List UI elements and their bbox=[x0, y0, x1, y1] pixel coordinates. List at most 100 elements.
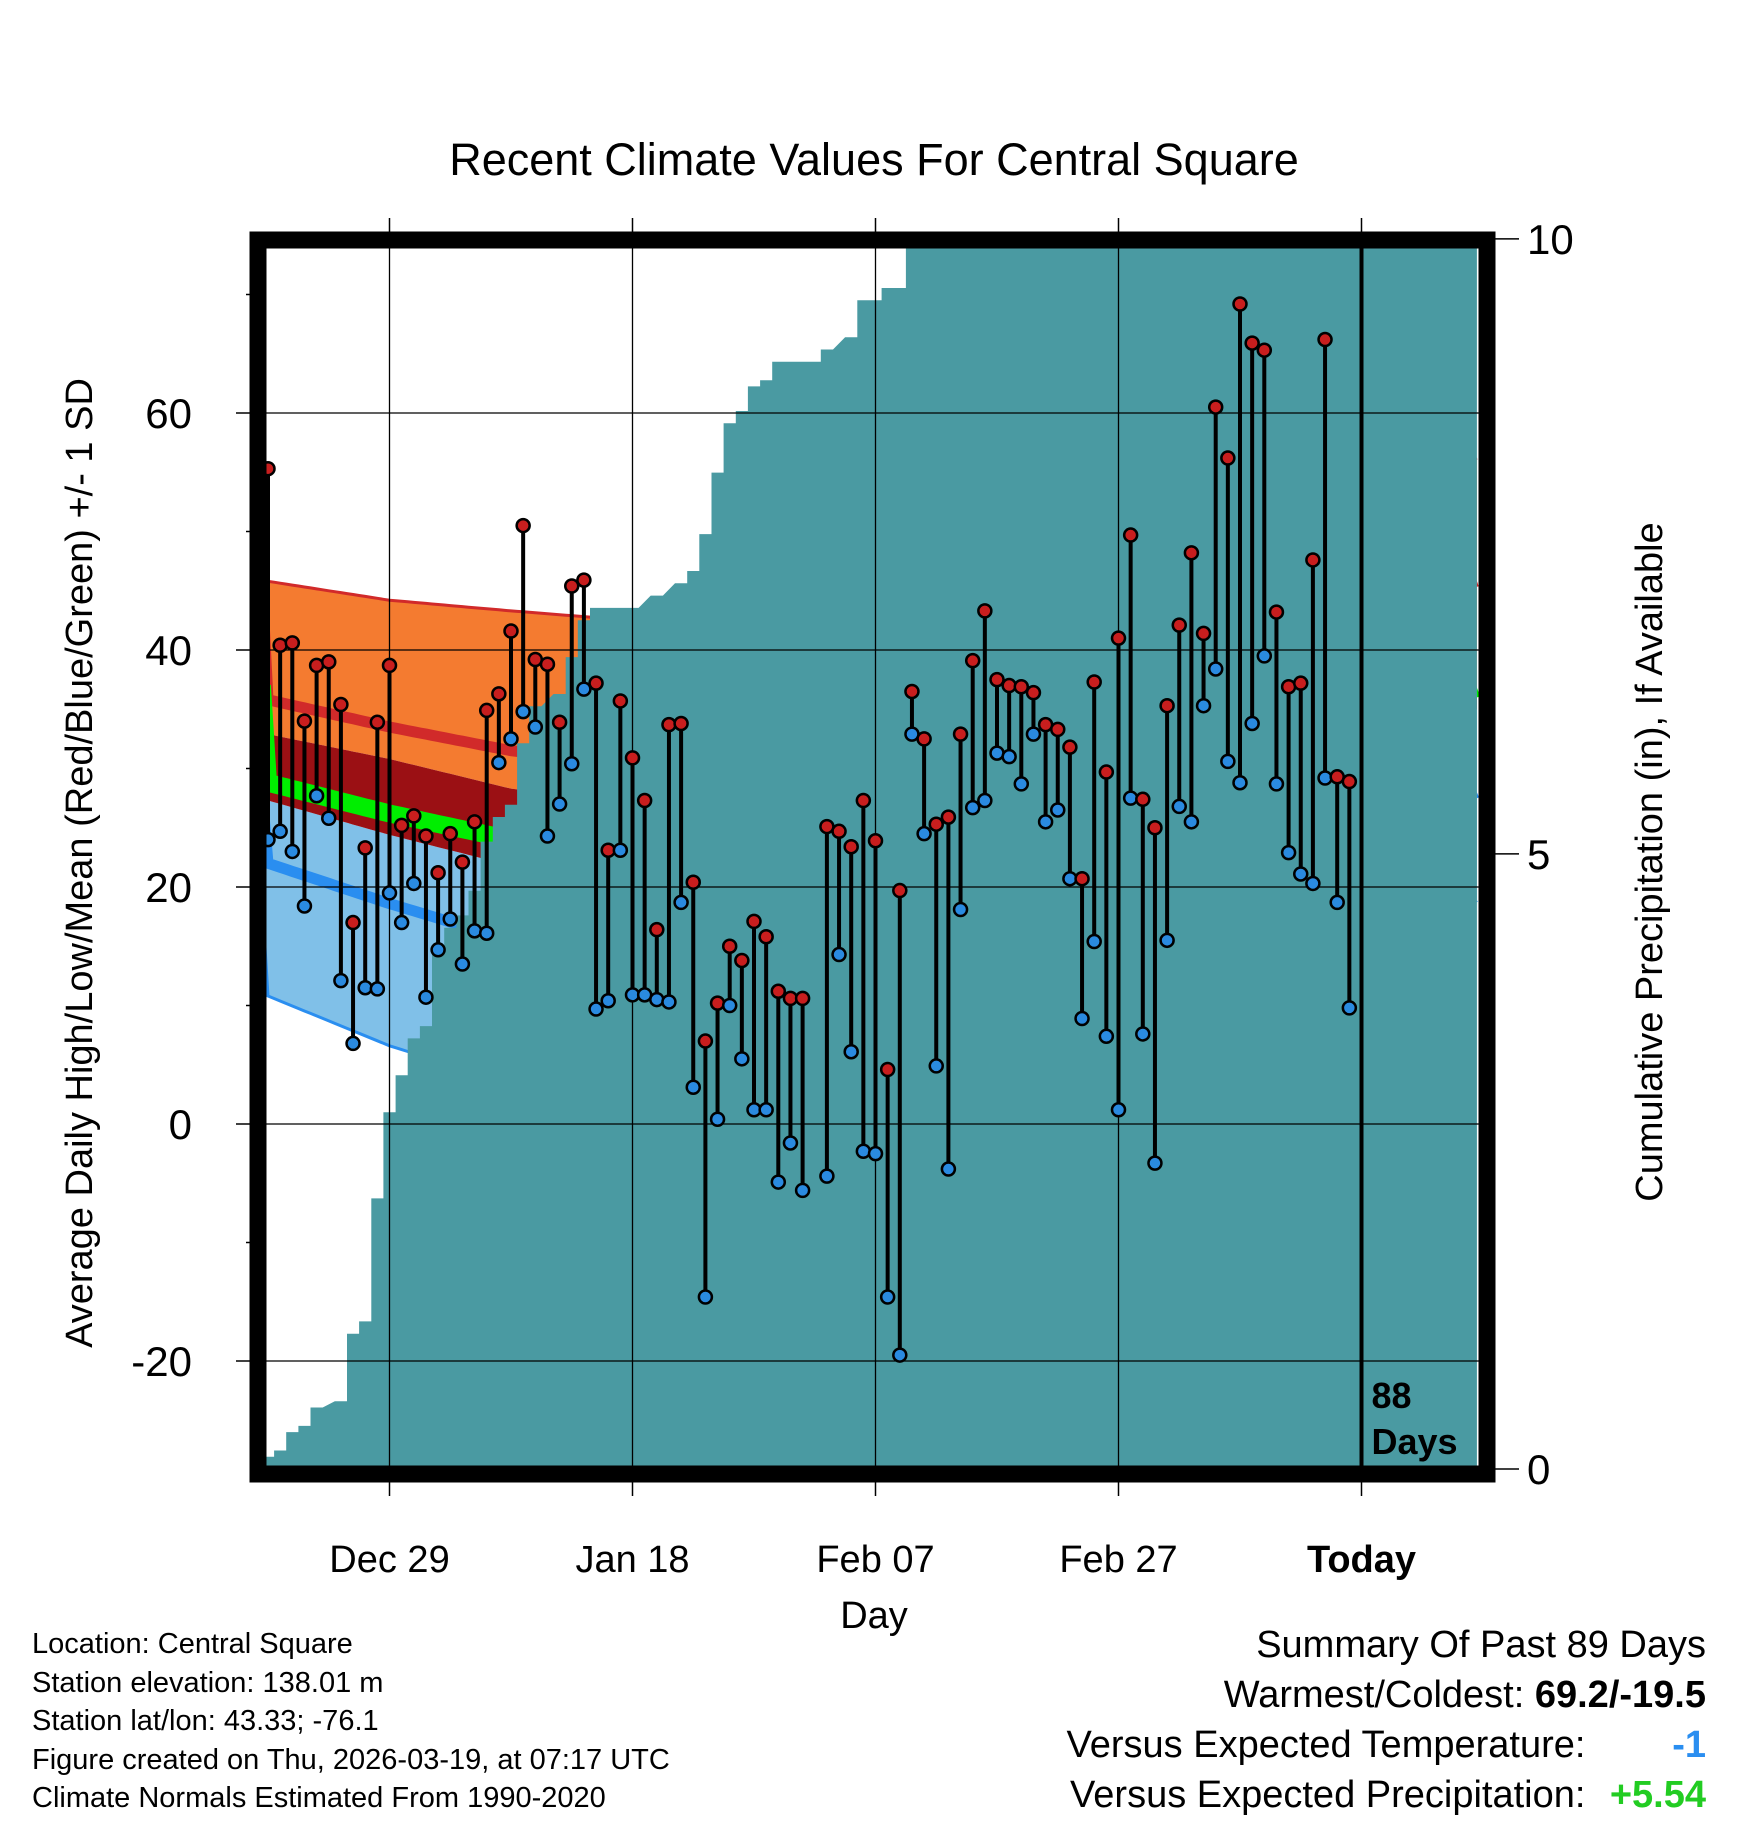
daily-low-point bbox=[843, 1043, 859, 1060]
daily-high-point bbox=[1050, 721, 1066, 738]
daily-low-point bbox=[879, 1289, 896, 1305]
x-tick-label: Today bbox=[1307, 1539, 1416, 1581]
daily-high-point bbox=[466, 814, 483, 830]
daily-low-point bbox=[721, 997, 738, 1014]
daily-high-point bbox=[904, 683, 920, 700]
y-left-tick-label: 40 bbox=[145, 627, 192, 674]
precip-value: +5.54 bbox=[1609, 1774, 1706, 1816]
daily-low-point bbox=[673, 894, 689, 911]
daily-high-point bbox=[1256, 342, 1273, 358]
plot-frame bbox=[249, 231, 1496, 1483]
daily-low-point bbox=[491, 754, 507, 771]
daily-low-point bbox=[576, 681, 592, 697]
daily-low-point bbox=[855, 1143, 872, 1160]
daily-low-point bbox=[1195, 697, 1212, 714]
daily-low-point bbox=[1305, 875, 1321, 892]
daily-low-point bbox=[1232, 774, 1248, 791]
daily-high-point bbox=[940, 809, 957, 825]
daily-low-point bbox=[1098, 1028, 1115, 1045]
daily-high-point bbox=[284, 635, 301, 651]
daily-low-point bbox=[1013, 776, 1030, 792]
daily-low-point bbox=[321, 810, 337, 827]
daily-high-point bbox=[624, 750, 641, 766]
daily-low-point bbox=[527, 719, 544, 735]
y-left-tick-label: 0 bbox=[169, 1101, 192, 1148]
daily-high-point bbox=[1341, 773, 1358, 790]
normals-period: Climate Normals Estimated From 1990-2020 bbox=[32, 1782, 606, 1814]
daily-low-point bbox=[1244, 715, 1260, 732]
y-axis-left-label: Average Daily High/Low/Mean (Red/Blue/Gr… bbox=[59, 378, 101, 1348]
daily-low-point bbox=[685, 1079, 701, 1096]
daily-high-point bbox=[1305, 552, 1321, 568]
station-info: Location: Central Square Station elevati… bbox=[32, 1625, 670, 1818]
daily-high-point bbox=[770, 983, 787, 1000]
daily-high-point bbox=[855, 792, 872, 809]
daily-low-point bbox=[333, 972, 349, 989]
daily-high-point bbox=[564, 578, 580, 594]
figure-created: Figure created on Thu, 2026-03-19, at 07… bbox=[32, 1743, 670, 1776]
daily-low-point bbox=[430, 942, 446, 958]
daily-high-point bbox=[636, 792, 653, 809]
daily-high-point bbox=[1074, 870, 1090, 887]
x-tick-label: Dec 29 bbox=[329, 1539, 449, 1581]
daily-low-point bbox=[1280, 844, 1297, 861]
daily-high-point bbox=[1025, 684, 1042, 701]
daily-high-point bbox=[381, 657, 398, 674]
daily-low-point bbox=[1268, 776, 1285, 792]
daily-high-point bbox=[916, 731, 932, 747]
daily-high-point bbox=[1207, 399, 1224, 415]
daily-high-point bbox=[1268, 604, 1285, 620]
daily-high-point bbox=[977, 603, 993, 619]
y-right-tick-label: 10 bbox=[1527, 216, 1574, 263]
daily-low-point bbox=[770, 1174, 787, 1190]
x-tick-label: Feb 07 bbox=[816, 1539, 934, 1581]
daily-high-point bbox=[746, 913, 762, 930]
daily-low-point bbox=[406, 875, 422, 892]
daily-low-point bbox=[1293, 866, 1309, 882]
daily-high-point bbox=[1244, 335, 1260, 351]
daily-high-point bbox=[1293, 675, 1309, 691]
daily-low-point bbox=[952, 901, 969, 918]
daily-high-point bbox=[831, 823, 847, 840]
daily-low-point bbox=[381, 885, 398, 901]
daily-high-point bbox=[369, 714, 386, 731]
station-latlon: Station lat/lon: 43.33; -76.1 bbox=[32, 1705, 379, 1737]
daily-high-point bbox=[1135, 791, 1151, 808]
daily-low-point bbox=[649, 991, 665, 1008]
daily-low-point bbox=[928, 1058, 944, 1074]
daily-low-point bbox=[1207, 661, 1224, 677]
daily-low-point bbox=[551, 796, 568, 812]
daily-high-point bbox=[588, 675, 604, 691]
daily-high-point bbox=[1159, 697, 1175, 714]
y-left-tick-label: 20 bbox=[145, 864, 192, 911]
x-axis-label: Day bbox=[840, 1595, 908, 1637]
daily-high-point bbox=[612, 693, 629, 709]
daily-low-point bbox=[964, 799, 981, 816]
daily-high-point bbox=[321, 654, 337, 670]
daily-high-point bbox=[1147, 820, 1163, 836]
daily-high-point bbox=[843, 838, 859, 855]
daily-high-point bbox=[794, 990, 811, 1007]
daily-high-point bbox=[442, 825, 458, 842]
warmest-value: 69.2/-19.5 bbox=[1534, 1674, 1706, 1716]
summary-temp-row: Versus Expected Temperature: -1 bbox=[1067, 1720, 1706, 1770]
daily-high-point bbox=[333, 696, 349, 713]
daily-low-point bbox=[867, 1145, 884, 1162]
daily-low-point bbox=[1220, 753, 1236, 770]
chart-title: Recent Climate Values For Central Square bbox=[449, 134, 1299, 185]
daily-high-point bbox=[964, 652, 981, 669]
daily-high-point bbox=[430, 865, 446, 881]
daily-high-point bbox=[272, 637, 288, 654]
station-location: Location: Central Square bbox=[32, 1628, 353, 1660]
daily-low-point bbox=[308, 788, 325, 804]
daily-high-point bbox=[576, 572, 592, 588]
daily-low-point bbox=[393, 914, 410, 931]
daily-high-point bbox=[734, 952, 750, 969]
daily-low-point bbox=[345, 1035, 361, 1052]
summary-warmest-row: Warmest/Coldest: 69.2/-19.5 bbox=[1067, 1670, 1706, 1720]
daily-low-point bbox=[588, 1001, 604, 1017]
daily-high-point bbox=[649, 921, 665, 938]
daily-low-point bbox=[296, 898, 313, 914]
daily-low-point bbox=[454, 956, 471, 972]
